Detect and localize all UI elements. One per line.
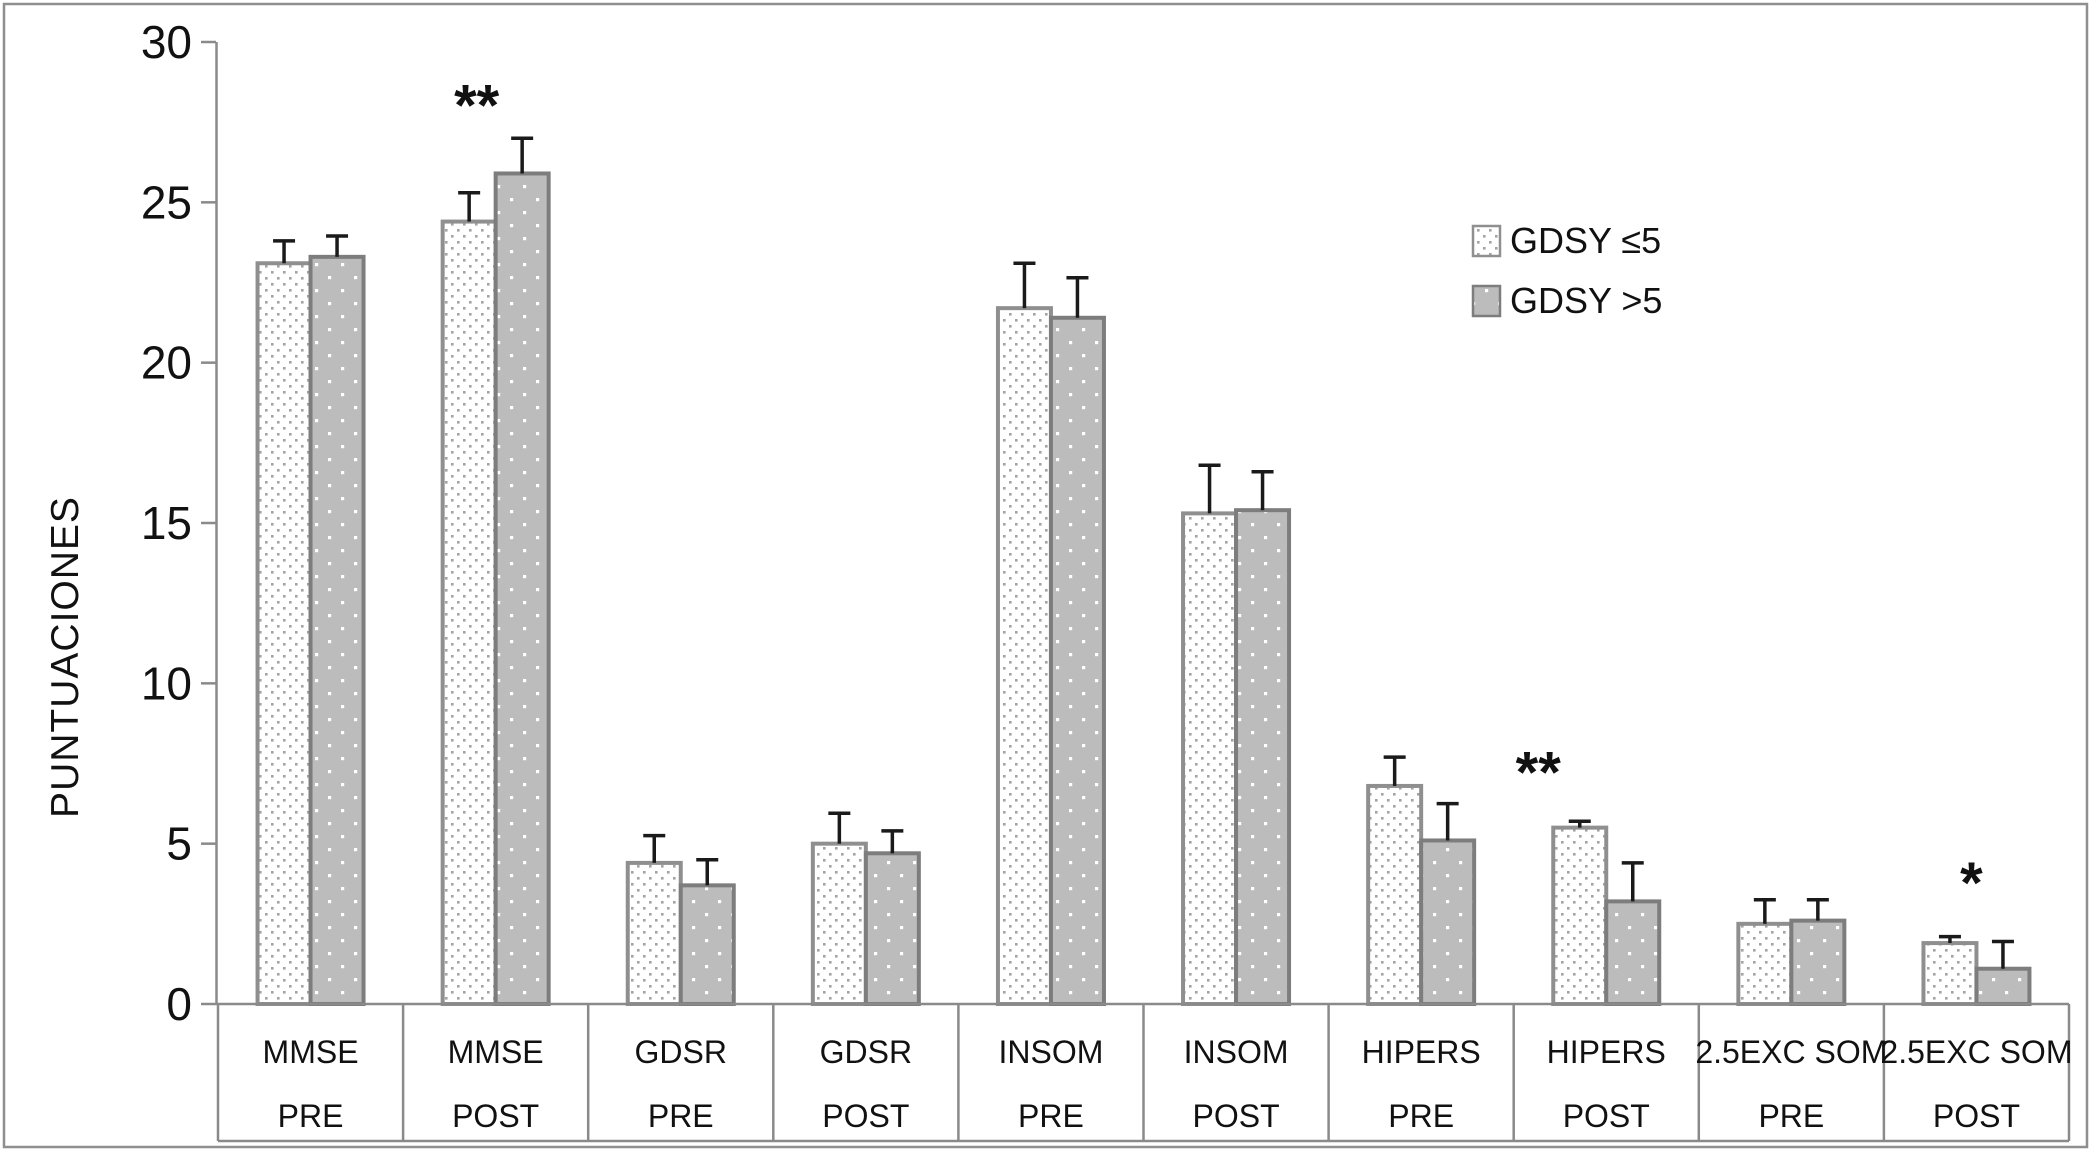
significance-mark: * — [1960, 851, 1983, 916]
legend-label-gdsy-le5: GDSY ≤5 — [1510, 220, 1661, 261]
bar-insom-post-s1 — [1181, 511, 1239, 1006]
category-labels-layer: MMSE PRE MMSE POST GDSR PRE GDSR POST INSOM PRE IN… — [263, 1034, 2073, 1134]
bar-25excsom-post-s2 — [1974, 966, 2032, 1007]
bar-insom-pre-s2 — [1048, 315, 1106, 1007]
category-phase-label: PRE — [278, 1098, 344, 1134]
bar-mmse-post-s1 — [440, 219, 498, 1007]
y-tick-label: 30 — [141, 16, 192, 68]
bars-layer — [255, 171, 2032, 1007]
legend-swatch-gdsy-le5 — [1471, 224, 1502, 258]
category-phase-label: PRE — [1018, 1098, 1084, 1134]
y-tick-label: 10 — [141, 657, 192, 709]
bar-gdsr-pre-s1 — [625, 860, 683, 1007]
significance-layer: ***** — [454, 73, 1983, 916]
bar-mmse-post-s2 — [493, 171, 551, 1006]
y-tick-label: 25 — [141, 176, 192, 228]
tick-labels-layer: 0 5 10 15 20 25 30 — [141, 16, 192, 1030]
bar-hipers-post-s1 — [1551, 825, 1609, 1007]
significance-mark: ** — [1516, 740, 1562, 805]
legend-swatch-gdsy-gt5 — [1471, 284, 1502, 318]
error-bars-layer — [273, 136, 2014, 969]
bar-gdsr-post-s1 — [810, 841, 868, 1007]
y-tick-label: 5 — [166, 818, 192, 870]
bar-gdsr-post-s2 — [863, 851, 921, 1007]
legend: GDSY ≤5 GDSY >5 — [1471, 220, 1662, 321]
category-test-label: MMSE — [448, 1034, 544, 1070]
category-test-label: HIPERS — [1362, 1034, 1481, 1070]
bar-hipers-pre-s2 — [1419, 838, 1477, 1007]
y-tick-label: 0 — [166, 978, 192, 1030]
significance-mark: ** — [454, 73, 500, 138]
category-test-label: HIPERS — [1547, 1034, 1666, 1070]
bar-insom-post-s2 — [1234, 508, 1292, 1006]
category-test-label: INSOM — [999, 1034, 1104, 1070]
category-test-label: GDSR — [635, 1034, 727, 1070]
bar-insom-pre-s1 — [995, 306, 1053, 1006]
category-test-label: MMSE — [263, 1034, 359, 1070]
bar-hipers-pre-s1 — [1366, 783, 1424, 1006]
bar-25excsom-post-s1 — [1921, 941, 1979, 1006]
category-phase-label: POST — [1933, 1098, 2020, 1134]
category-test-label: INSOM — [1184, 1034, 1289, 1070]
category-phase-label: POST — [1192, 1098, 1279, 1134]
bar-25excsom-pre-s2 — [1789, 918, 1847, 1006]
bar-gdsr-pre-s2 — [678, 883, 736, 1006]
category-phase-label: POST — [1563, 1098, 1650, 1134]
category-phase-label: POST — [452, 1098, 539, 1134]
y-axis-title: PUNTUACIONES — [44, 496, 87, 818]
axes-layer — [201, 40, 2071, 1143]
y-tick-label: 20 — [141, 337, 192, 389]
category-test-label: GDSR — [820, 1034, 912, 1070]
legend-label-gdsy-gt5: GDSY >5 — [1510, 280, 1662, 321]
category-phase-label: POST — [822, 1098, 909, 1134]
bar-25excsom-pre-s1 — [1736, 921, 1794, 1006]
bar-mmse-pre-s1 — [255, 261, 313, 1006]
bar-mmse-pre-s2 — [308, 254, 366, 1006]
y-tick-label: 15 — [141, 497, 192, 549]
category-phase-label: PRE — [1388, 1098, 1454, 1134]
bar-hipers-post-s2 — [1604, 899, 1662, 1006]
category-test-label: 2.5EXC SOM — [1695, 1034, 1887, 1070]
category-phase-label: PRE — [1758, 1098, 1824, 1134]
category-test-label: 2.5EXC SOM — [1880, 1034, 2072, 1070]
category-phase-label: PRE — [648, 1098, 714, 1134]
